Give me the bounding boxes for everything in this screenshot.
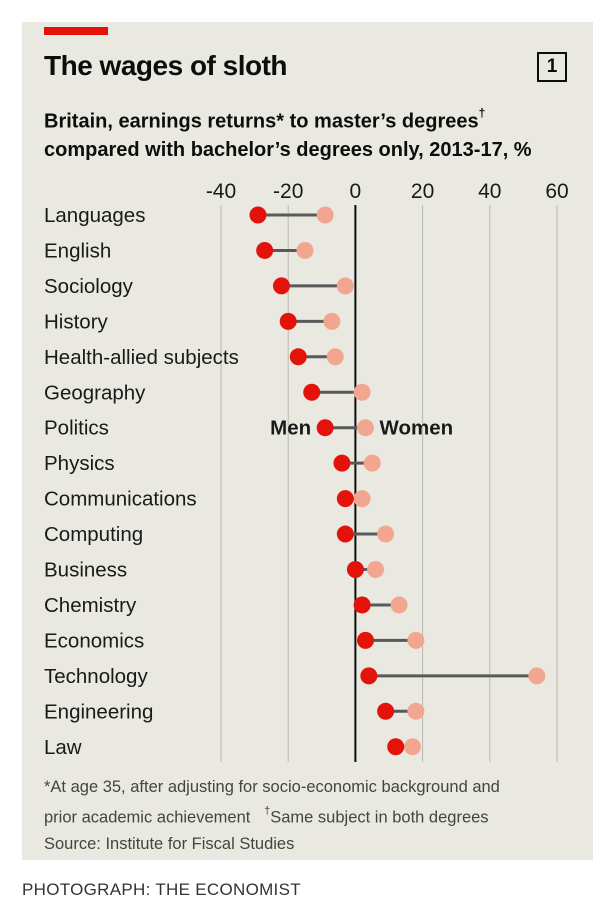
category-label: Chemistry bbox=[44, 594, 137, 617]
men-dot-sociology bbox=[272, 277, 290, 295]
footnote-dagger: † bbox=[264, 805, 271, 817]
x-tick-label: 40 bbox=[478, 180, 501, 203]
women-dot-communications bbox=[353, 490, 371, 508]
brand-tab bbox=[44, 27, 108, 35]
x-tick-label: -40 bbox=[206, 180, 236, 203]
women-dot-sociology bbox=[336, 277, 354, 295]
women-dot-geography bbox=[353, 383, 371, 401]
chart-number-badge: 1 bbox=[537, 52, 567, 82]
category-label: Languages bbox=[44, 204, 145, 227]
women-dot-politics bbox=[356, 419, 374, 437]
category-label: Sociology bbox=[44, 275, 134, 298]
footnote-line-2: prior academic achievement †Same subject… bbox=[44, 800, 584, 831]
men-dot-engineering bbox=[377, 702, 395, 720]
women-dot-technology bbox=[528, 667, 546, 685]
footnote-line-2a: prior academic achievement bbox=[44, 808, 251, 827]
category-label: Economics bbox=[44, 629, 144, 652]
men-dot-health-allied-subjects bbox=[289, 348, 307, 366]
x-tick-label: 60 bbox=[545, 180, 568, 203]
men-dot-economics bbox=[356, 631, 374, 649]
women-dot-physics bbox=[363, 454, 381, 472]
category-label: Politics bbox=[44, 417, 109, 440]
women-dot-languages bbox=[316, 206, 334, 224]
women-dot-chemistry bbox=[390, 596, 408, 614]
men-dot-law bbox=[387, 738, 405, 756]
women-dot-law bbox=[404, 738, 422, 756]
category-label: Engineering bbox=[44, 700, 153, 723]
men-dot-communications bbox=[336, 490, 354, 508]
footnote-line-1: *At age 35, after adjusting for socio-ec… bbox=[44, 778, 500, 796]
men-dot-technology bbox=[360, 667, 378, 685]
subtitle-line-1: Britain, earnings returns* to master’s d… bbox=[44, 110, 479, 133]
x-tick-label: 0 bbox=[350, 180, 362, 203]
women-dot-economics bbox=[407, 631, 425, 649]
women-dot-business bbox=[367, 561, 385, 578]
chart-title: The wages of sloth bbox=[44, 50, 288, 81]
women-dot-english bbox=[296, 241, 314, 259]
men-dot-history bbox=[279, 312, 297, 330]
men-dot-computing bbox=[336, 525, 354, 543]
footnote: *At age 35, after adjusting for socio-ec… bbox=[44, 774, 584, 857]
footnote-line-2b: Same subject in both degrees bbox=[270, 808, 489, 827]
women-dot-engineering bbox=[407, 702, 425, 720]
men-dot-english bbox=[256, 241, 274, 259]
women-dot-history bbox=[323, 312, 341, 330]
category-label: Communications bbox=[44, 488, 197, 511]
men-annotation: Men bbox=[270, 417, 311, 440]
category-label: History bbox=[44, 310, 109, 333]
category-label: Geography bbox=[44, 381, 146, 404]
category-label: Computing bbox=[44, 523, 143, 546]
category-label: English bbox=[44, 239, 111, 262]
photo-credit: PHOTOGRAPH: THE ECONOMIST bbox=[22, 880, 301, 899]
x-tick-label: -20 bbox=[273, 180, 303, 203]
men-dot-geography bbox=[303, 383, 321, 401]
x-tick-label: 20 bbox=[411, 180, 434, 203]
women-annotation: Women bbox=[379, 417, 453, 440]
women-dot-health-allied-subjects bbox=[326, 348, 344, 366]
women-dot-computing bbox=[377, 525, 395, 543]
category-label: Law bbox=[44, 736, 82, 759]
men-dot-physics bbox=[333, 454, 351, 472]
category-label: Physics bbox=[44, 452, 115, 475]
category-label: Technology bbox=[44, 665, 148, 688]
chart-card bbox=[22, 22, 593, 860]
men-dot-business bbox=[346, 561, 364, 578]
source-line: Source: Institute for Fiscal Studies bbox=[44, 834, 295, 853]
dagger-mark: † bbox=[478, 106, 486, 120]
chart-subtitle: Britain, earnings returns* to master’s d… bbox=[44, 102, 584, 164]
category-label: Business bbox=[44, 559, 127, 582]
men-dot-politics bbox=[316, 419, 334, 437]
subtitle-line-2: compared with bachelor’s degrees only, 2… bbox=[44, 138, 532, 161]
men-dot-languages bbox=[249, 206, 267, 224]
category-label: Health-allied subjects bbox=[44, 346, 239, 369]
men-dot-chemistry bbox=[353, 596, 371, 614]
